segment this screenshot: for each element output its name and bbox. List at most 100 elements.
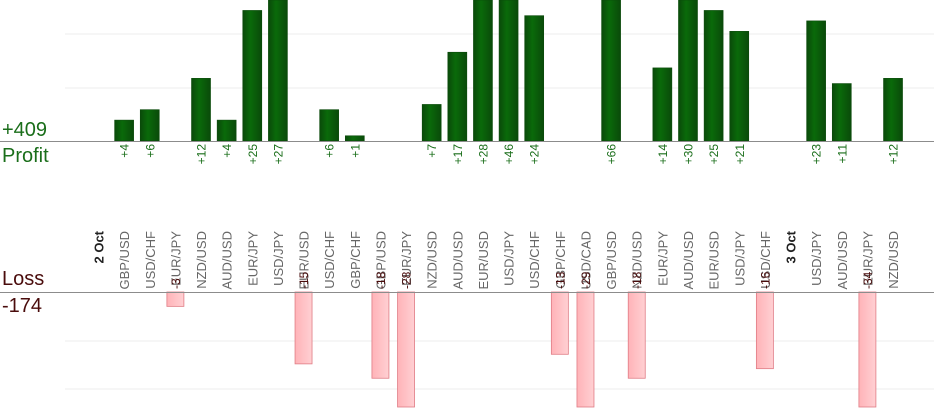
category-label: EUR/USD bbox=[476, 231, 491, 290]
category-label: EUR/USD bbox=[707, 231, 722, 290]
profit-bar bbox=[883, 78, 903, 142]
category-label: NZD/USD bbox=[194, 231, 209, 289]
profit-bar bbox=[242, 10, 263, 142]
category-label: USD/JPY bbox=[271, 231, 286, 286]
loss-value-label: -29 bbox=[579, 271, 593, 289]
axes bbox=[0, 141, 934, 293]
profit-bar bbox=[344, 135, 365, 142]
profit-value-label: +14 bbox=[656, 144, 670, 165]
profit-value-label: +1 bbox=[348, 144, 362, 158]
loss-value-label: -18 bbox=[374, 271, 388, 289]
profit-bar bbox=[421, 104, 442, 142]
profit-value-label: +46 bbox=[502, 144, 516, 165]
category-label: AUD/USD bbox=[220, 231, 235, 290]
profit-bar bbox=[806, 20, 826, 142]
category-label: USD/CHF bbox=[143, 231, 158, 289]
profit-bar bbox=[216, 119, 237, 142]
profit-value-label: +27 bbox=[271, 144, 285, 165]
loss-bar bbox=[550, 291, 569, 355]
category-label: NZD/USD bbox=[886, 231, 901, 289]
category-label: GBP/CHF bbox=[553, 231, 568, 289]
loss-bar bbox=[371, 291, 390, 379]
loss-value-label: -16 bbox=[758, 271, 772, 289]
loss-bar bbox=[294, 291, 313, 365]
profit-value-label: +11 bbox=[835, 144, 849, 164]
profit-value-label: +25 bbox=[246, 144, 260, 165]
profit-bar bbox=[319, 109, 339, 142]
loss-total: -174 bbox=[2, 295, 43, 317]
profit-bar bbox=[498, 0, 519, 142]
profit-value-label: +28 bbox=[476, 144, 490, 165]
profit-bar bbox=[473, 0, 493, 142]
category-label: AUD/USD bbox=[450, 231, 465, 290]
loss-value-label: -3 bbox=[169, 278, 183, 289]
loss-bar bbox=[627, 291, 646, 379]
profit-bar bbox=[703, 10, 724, 142]
profit-bar bbox=[114, 119, 134, 142]
date-label: 3 Oct bbox=[784, 230, 799, 263]
category-label: GBP/USD bbox=[373, 231, 388, 290]
profit-value-label: +4 bbox=[118, 144, 132, 158]
profit-value-label: +66 bbox=[605, 144, 619, 165]
profit-bar bbox=[139, 109, 160, 142]
loss-bar bbox=[755, 291, 774, 370]
category-label: USD/JPY bbox=[732, 231, 747, 286]
profit-label: Profit bbox=[2, 145, 49, 167]
profit-bar bbox=[524, 15, 545, 142]
category-label: EUR/JPY bbox=[245, 231, 260, 286]
category-label: NZD/USD bbox=[630, 231, 645, 289]
category-label: GBP/USD bbox=[604, 231, 619, 290]
profit-value-label: +24 bbox=[528, 144, 542, 165]
category-label: USD/CHF bbox=[527, 231, 542, 289]
category-label: USD/CHF bbox=[758, 231, 773, 289]
category-label: GBP/CHF bbox=[348, 231, 363, 289]
category-label: EUR/USD bbox=[297, 231, 312, 290]
profit-value-label: +7 bbox=[425, 144, 439, 158]
profit-bar bbox=[601, 0, 621, 142]
loss-bar bbox=[576, 291, 595, 408]
loss-value-label: -13 bbox=[553, 271, 567, 289]
category-label: GBP/USD bbox=[117, 231, 132, 290]
category-label: EUR/JPY bbox=[655, 231, 670, 286]
profit-bar bbox=[268, 0, 288, 142]
loss-value-label: -18 bbox=[630, 271, 644, 289]
category-label: NZD/USD bbox=[425, 231, 440, 289]
profit-total: +409 bbox=[2, 119, 48, 141]
profit-value-label: +12 bbox=[887, 144, 901, 165]
profit-value-label: +4 bbox=[220, 144, 234, 158]
loss-bar bbox=[166, 291, 185, 307]
category-label: USD/JPY bbox=[502, 231, 517, 286]
profit-bar bbox=[831, 83, 852, 142]
profit-value-label: +23 bbox=[810, 144, 824, 165]
bars bbox=[114, 0, 903, 408]
profit-bar bbox=[652, 67, 673, 142]
category-label: AUD/USD bbox=[835, 231, 850, 290]
profit-value-label: +30 bbox=[681, 144, 695, 165]
category-label: USD/JPY bbox=[809, 231, 824, 286]
profit-value-label: +12 bbox=[195, 144, 209, 165]
profit-bar bbox=[729, 31, 750, 142]
profit-value-label: +21 bbox=[733, 144, 747, 165]
loss-bar bbox=[858, 291, 877, 408]
profit-value-label: +25 bbox=[707, 144, 721, 165]
loss-label: Loss bbox=[2, 268, 45, 290]
date-label: 2 Oct bbox=[92, 230, 107, 263]
profit-value-label: +6 bbox=[143, 144, 157, 158]
loss-value-label: -34 bbox=[861, 271, 875, 289]
category-label: EUR/JPY bbox=[168, 231, 183, 286]
loss-value-label: -15 bbox=[297, 271, 311, 289]
category-label: AUD/USD bbox=[681, 231, 696, 290]
loss-value-label: -28 bbox=[400, 271, 414, 289]
category-label: EUR/JPY bbox=[399, 231, 414, 286]
category-label: EUR/JPY bbox=[860, 231, 875, 286]
category-label: USD/CHF bbox=[322, 231, 337, 289]
profit-value-label: +6 bbox=[323, 144, 337, 158]
profit-bar bbox=[191, 78, 211, 142]
category-label: USD/CAD bbox=[578, 231, 593, 290]
loss-bar bbox=[397, 291, 415, 408]
profit-bar bbox=[678, 0, 698, 142]
profit-bar bbox=[447, 51, 468, 142]
profit-value-label: +17 bbox=[451, 144, 465, 165]
